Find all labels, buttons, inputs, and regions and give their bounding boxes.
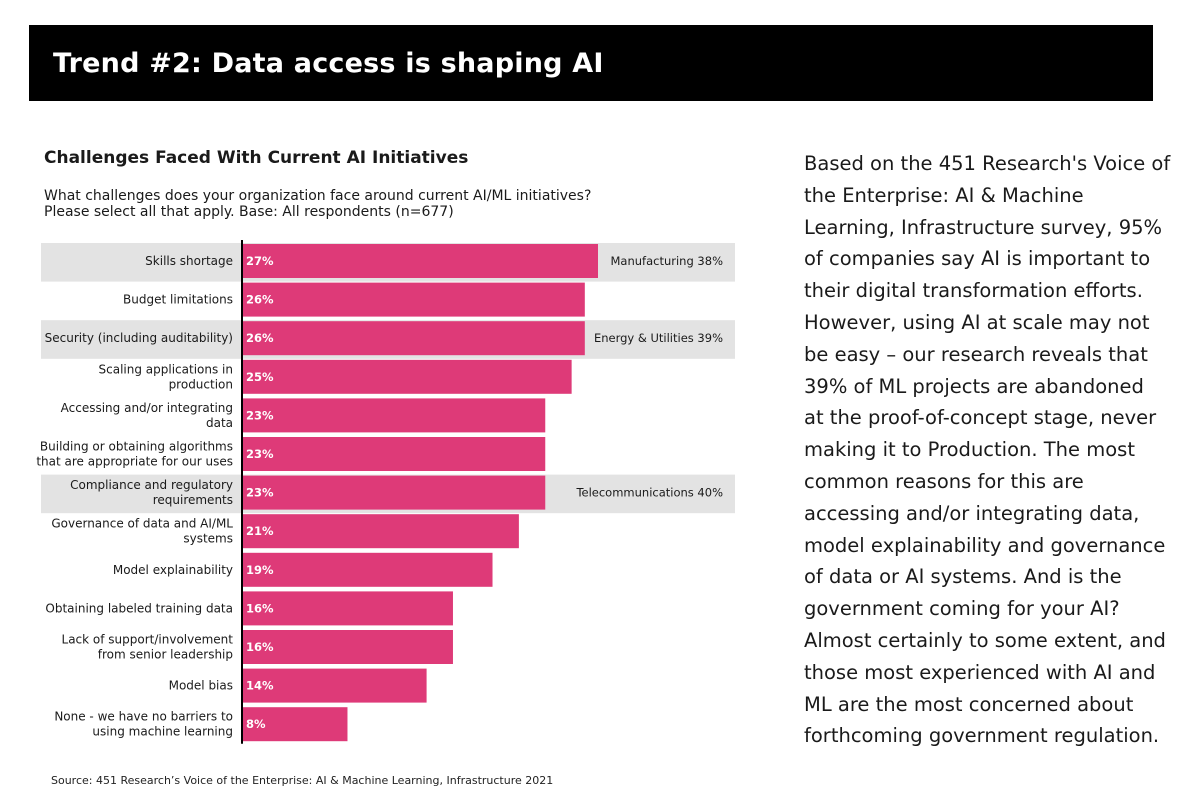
bar-value-label: 23%: [246, 408, 274, 422]
bar-value-label: 23%: [246, 447, 274, 461]
bar-value-label: 16%: [246, 601, 274, 615]
sidebar-line: of data or AI systems. And is the: [804, 565, 1122, 589]
sidebar-line: However, using AI at scale may not: [804, 310, 1150, 334]
bar-value-label: 14%: [246, 679, 274, 693]
sidebar-line: making it to Production. The most: [804, 438, 1135, 462]
segment-callout: Telecommunications 40%: [575, 486, 723, 500]
category-label: that are appropriate for our uses: [36, 455, 233, 469]
sidebar-line: common reasons for this are: [804, 469, 1084, 493]
sidebar-line: of companies say AI is important to: [804, 247, 1151, 271]
bar-value-label: 8%: [246, 717, 266, 731]
bar-value-label: 21%: [246, 524, 274, 538]
chart-question-line: Please select all that apply. Base: All …: [44, 204, 454, 220]
category-label: Model explainability: [113, 563, 233, 577]
bar: [242, 514, 519, 549]
category-label: None - we have no barriers to: [54, 710, 233, 724]
category-label: Budget limitations: [123, 293, 233, 307]
category-label: Building or obtaining algorithms: [40, 440, 233, 454]
sidebar-line: Learning, Infrastructure survey, 95%: [804, 215, 1163, 239]
bar: [242, 552, 493, 587]
bar-value-label: 16%: [246, 640, 274, 654]
bar: [242, 321, 585, 356]
sidebar-paragraph: Based on the 451 Research's Voice of the …: [804, 148, 1171, 752]
category-label: Scaling applications in: [99, 362, 233, 376]
sidebar-line: those most experienced with AI and: [804, 660, 1156, 684]
bar: [242, 668, 427, 703]
sidebar-line: the Enterprise: AI & Machine: [804, 183, 1084, 207]
bar-value-label: 19%: [246, 563, 274, 577]
category-label: Accessing and/or integrating: [61, 401, 233, 415]
sidebar-line: ML are the most concerned about: [804, 692, 1134, 716]
sidebar-line: forthcoming government regulation.: [804, 724, 1160, 748]
bar: [242, 630, 453, 664]
category-label: systems: [183, 532, 233, 546]
category-label: from senior leadership: [98, 648, 233, 662]
bar: [242, 591, 453, 626]
segment-callout: Manufacturing 38%: [611, 254, 724, 268]
chart-title: Challenges Faced With Current AI Initiat…: [44, 148, 469, 168]
bar-value-label: 26%: [246, 331, 274, 345]
bar: [242, 398, 546, 433]
bar: [242, 244, 598, 278]
segment-callout: Energy & Utilities 39%: [594, 331, 723, 345]
sidebar-line: their digital transformation efforts.: [804, 279, 1143, 303]
sidebar-line: at the proof-of-concept stage, never: [804, 406, 1157, 430]
category-label: Model bias: [169, 679, 233, 693]
sidebar-line: Based on the 451 Research's Voice of: [804, 152, 1171, 175]
sidebar-line: 39% of ML projects are abandoned: [804, 374, 1144, 398]
chart-question: What challenges does your organization f…: [44, 188, 644, 220]
category-label: production: [169, 377, 233, 391]
sidebar-line: accessing and/or integrating data,: [804, 501, 1140, 525]
category-label: using machine learning: [92, 725, 233, 739]
category-label: data: [206, 416, 233, 430]
bar-value-label: 26%: [246, 293, 274, 307]
challenges-bar-chart: 27% Skills shortage 26% Budget limitations 2…: [36, 240, 735, 744]
sidebar-line: be easy – our research reveals that: [804, 342, 1148, 366]
chart-question-line: What challenges does your organization f…: [44, 188, 592, 204]
bar: [242, 475, 546, 510]
bar-value-label: 23%: [246, 486, 274, 500]
header-banner: Trend #2: Data access is shaping AI: [29, 25, 1153, 101]
bar: [242, 437, 546, 471]
bar-value-label: 25%: [246, 370, 274, 384]
page-title: Trend #2: Data access is shaping AI: [53, 48, 604, 79]
sidebar-line: model explainability and governance: [804, 533, 1166, 557]
bar: [242, 359, 572, 394]
category-label: Skills shortage: [145, 254, 233, 268]
category-label: Governance of data and AI/ML: [51, 517, 233, 531]
bar-value-label: 27%: [246, 254, 274, 268]
sidebar-line: Almost certainly to some extent, and: [804, 628, 1166, 652]
category-label: Compliance and regulatory: [70, 478, 233, 492]
category-label: Lack of support/involvement: [62, 633, 234, 647]
category-label: requirements: [153, 493, 233, 507]
bar: [242, 707, 348, 742]
category-label: Security (including auditability): [45, 331, 233, 345]
category-label: Obtaining labeled training data: [45, 601, 233, 615]
source-note: Source: 451 Research’s Voice of the Ente…: [51, 774, 554, 787]
sidebar-line: government coming for your AI?: [804, 597, 1120, 621]
bar: [242, 282, 585, 317]
